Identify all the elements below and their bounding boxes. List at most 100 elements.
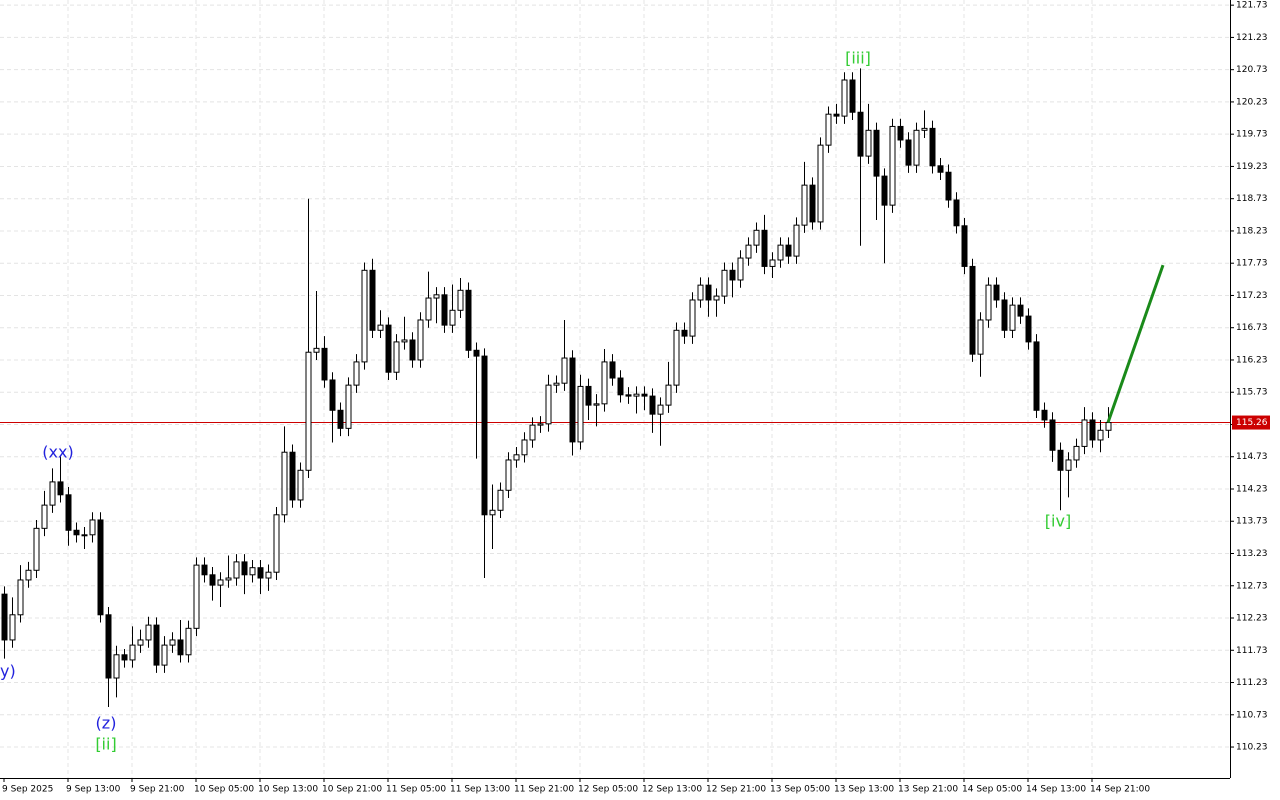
x-tick-label: 9 Sep 21:00 [130, 785, 185, 795]
candle-body [441, 294, 448, 326]
candle-body [1, 593, 8, 641]
candle-body [657, 404, 664, 415]
candle-body [553, 382, 560, 386]
candle-body [89, 519, 96, 536]
candle-body [313, 347, 320, 353]
x-tick-label: 13 Sep 05:00 [770, 785, 830, 795]
candle-body [865, 129, 872, 157]
y-tick-label: 116.73 [1236, 323, 1268, 333]
candle-body [817, 144, 824, 223]
x-tick-label: 9 Sep 2025 [2, 785, 53, 795]
candle-body [217, 579, 224, 586]
candle-body [1049, 419, 1056, 451]
candle-body [921, 127, 928, 131]
x-tick-label: 12 Sep 05:00 [578, 785, 638, 795]
candle-body [337, 409, 344, 429]
candle-body [249, 567, 256, 576]
candle-body [1041, 409, 1048, 421]
x-tick-label: 14 Sep 21:00 [1090, 785, 1150, 795]
candle-body [841, 79, 848, 117]
candle-body [1033, 341, 1040, 411]
current-price-box [1232, 415, 1270, 430]
y-tick-label: 119.23 [1236, 162, 1268, 172]
candle-body [633, 393, 640, 397]
candle-body [457, 289, 464, 311]
candle-body [937, 165, 944, 173]
candle-body [369, 269, 376, 331]
candle-body [121, 654, 128, 661]
candle-body [713, 295, 720, 301]
y-tick-label: 117.23 [1236, 291, 1268, 301]
y-tick-label: 114.73 [1236, 452, 1268, 462]
candle-body [881, 175, 888, 206]
candle-body [1097, 429, 1104, 441]
candle-body [1009, 304, 1016, 331]
x-tick-label: 10 Sep 13:00 [258, 785, 318, 795]
candle-body [705, 284, 712, 301]
candle-body [177, 639, 184, 656]
y-tick-label: 121.73 [1236, 1, 1268, 11]
wave-label: [ii] [95, 735, 116, 754]
candle-body [1017, 304, 1024, 317]
candle-body [153, 624, 160, 666]
candle-body [1105, 422, 1112, 431]
candle-body [57, 481, 64, 496]
candle-body [105, 614, 112, 679]
candle-body [65, 494, 72, 531]
x-tick-label: 14 Sep 05:00 [962, 785, 1022, 795]
candle-body [113, 654, 120, 679]
candle-body [257, 567, 264, 579]
candle-body [281, 451, 288, 516]
x-tick-label: 11 Sep 13:00 [450, 785, 510, 795]
candle-body [697, 284, 704, 301]
candle-body [385, 324, 392, 373]
candle-body [665, 384, 672, 406]
y-tick-label: 121.23 [1236, 33, 1268, 43]
candle-body [377, 324, 384, 331]
candle-body [801, 184, 808, 226]
candle-body [833, 113, 840, 117]
candle-body [185, 627, 192, 656]
candle-body [961, 225, 968, 267]
candle-body [1025, 315, 1032, 343]
x-tick-label: 10 Sep 21:00 [322, 785, 382, 795]
y-tick-label: 118.23 [1236, 226, 1268, 236]
candle-body [1057, 449, 1064, 471]
candle-body [993, 284, 1000, 301]
candle-body [473, 349, 480, 357]
candle-body [577, 385, 584, 443]
wave-label: (xx) [42, 443, 73, 462]
candle-body [273, 514, 280, 573]
candle-body [345, 384, 352, 429]
candle-body [81, 534, 88, 537]
candle-body [673, 329, 680, 386]
y-tick-label: 114.23 [1236, 484, 1268, 494]
candle-body [1073, 445, 1080, 461]
candle-body [425, 297, 432, 321]
candle-body [681, 329, 688, 337]
candle-body [521, 439, 528, 456]
candle-body [641, 393, 648, 397]
candle-body [209, 574, 216, 586]
candle-body [601, 361, 608, 405]
wave-label: [iii] [845, 49, 871, 68]
candle-body [689, 299, 696, 337]
candle-body [25, 569, 32, 581]
candle-body [913, 129, 920, 166]
candle-body [361, 269, 368, 363]
candle-body [1081, 419, 1088, 447]
y-tick-label: 113.73 [1236, 517, 1268, 527]
candle-body [41, 504, 48, 529]
candle-body [569, 357, 576, 443]
y-tick-label: 111.73 [1236, 646, 1268, 656]
candle-body [433, 294, 440, 299]
x-tick-label: 9 Sep 13:00 [66, 785, 121, 795]
candle-body [305, 351, 312, 471]
wave-label: [iv] [1045, 512, 1071, 531]
candle-body [265, 571, 272, 579]
candle-body [1089, 419, 1096, 441]
x-tick-label: 11 Sep 05:00 [386, 785, 446, 795]
candle-body [849, 79, 856, 113]
